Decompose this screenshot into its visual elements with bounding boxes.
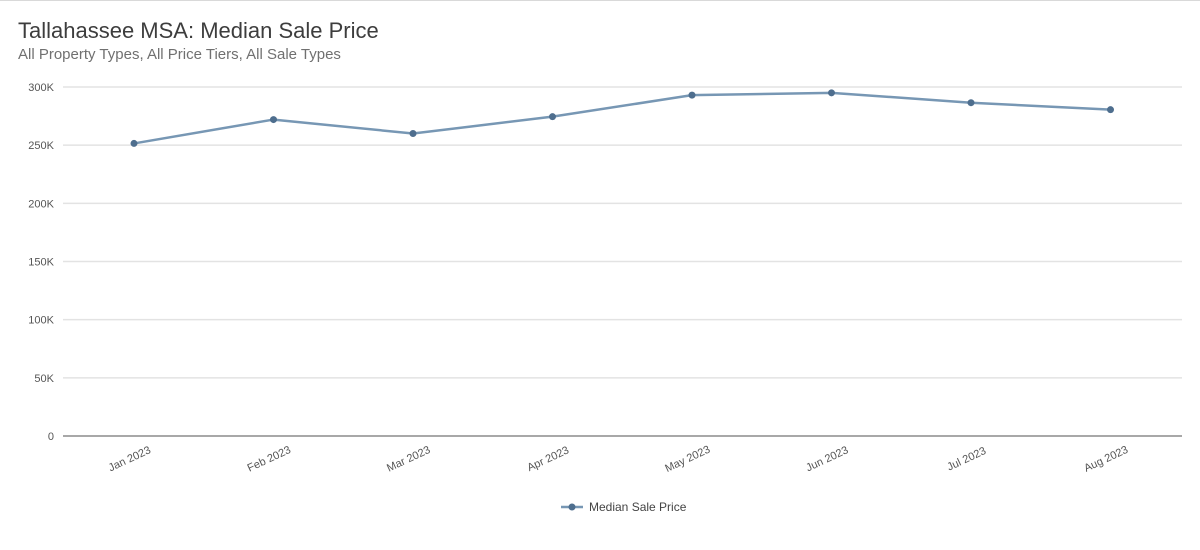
y-tick-label: 250K (28, 140, 54, 152)
x-tick-label: Jan 2023 (107, 444, 153, 474)
data-point (130, 139, 138, 147)
data-point (549, 113, 556, 121)
y-tick-label: 0 (48, 431, 54, 443)
x-tick-label: Jul 2023 (945, 445, 988, 473)
data-point (270, 116, 277, 124)
data-point (1107, 106, 1114, 114)
x-tick-label: May 2023 (663, 444, 712, 475)
data-point (828, 89, 835, 97)
legend-marker-swatch (568, 503, 576, 511)
x-tick-label: Aug 2023 (1082, 444, 1130, 475)
x-tick-label: Feb 2023 (246, 444, 293, 475)
data-point (967, 99, 975, 107)
data-point (409, 130, 417, 138)
series-line (133, 91, 1111, 145)
data-point (688, 91, 696, 99)
x-tick-label: Jun 2023 (804, 444, 850, 474)
y-tick-label: 200K (28, 198, 54, 210)
y-tick-label: 150K (28, 257, 54, 269)
legend-label: Median Sale Price (589, 500, 687, 514)
x-tick-label: Apr 2023 (525, 444, 571, 474)
y-tick-label: 100K (28, 315, 54, 327)
y-tick-label: 300K (28, 82, 54, 94)
x-tick-label: Mar 2023 (385, 444, 432, 475)
top-border (0, 0, 1200, 1)
chart-title: Tallahassee MSA: Median Sale Price (18, 18, 379, 43)
y-tick-label: 50K (34, 373, 54, 385)
chart-subtitle: All Property Types, All Price Tiers, All… (18, 46, 341, 63)
